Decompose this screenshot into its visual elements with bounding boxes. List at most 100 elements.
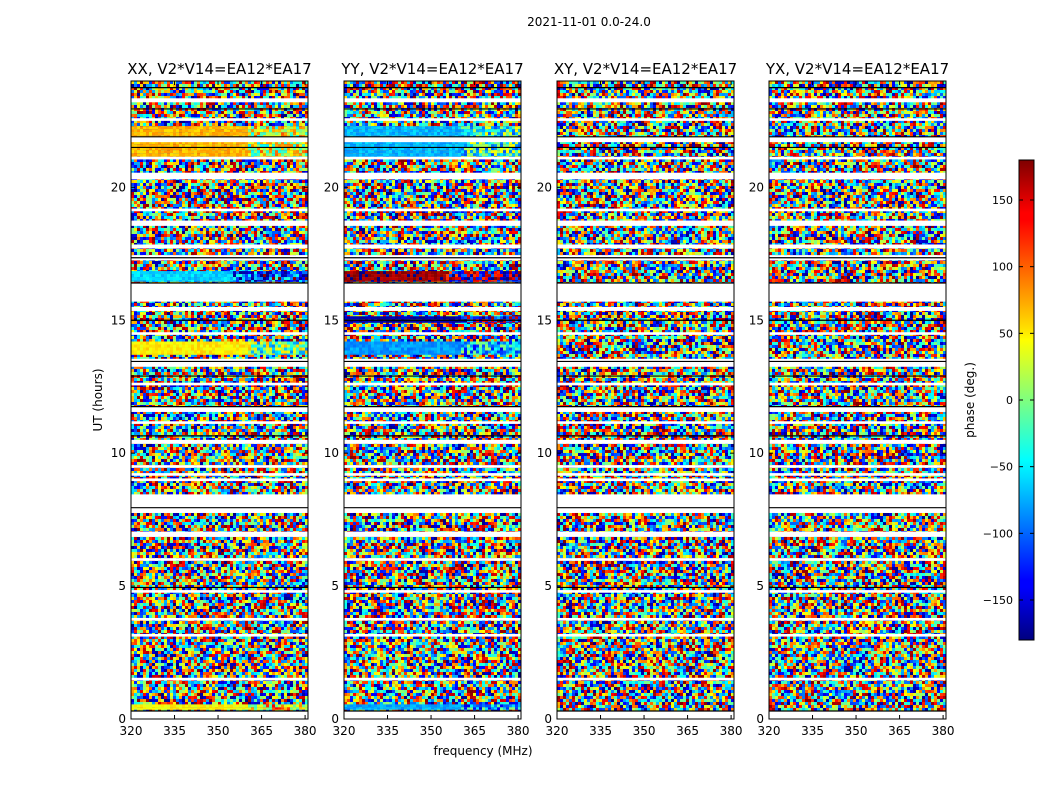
data-gap [557,283,734,302]
y-tick-label: 15 [537,313,552,327]
data-gap [131,465,308,468]
phase-heatmap-1 [344,81,521,719]
data-gap [769,208,946,212]
data-gap [557,358,734,367]
data-gap [131,439,308,444]
panel-frame [130,80,309,720]
data-gap [557,617,734,621]
data-gap [769,531,946,537]
data-gap [131,332,308,335]
y-tick-label: 5 [118,579,126,593]
data-gap [344,156,521,160]
data-gap [344,531,521,537]
data-gap [557,406,734,412]
data-gap [131,558,308,561]
data-gap [557,98,734,103]
phase-heatmap-3 [769,81,946,719]
x-tick-label: 335 [589,724,612,738]
data-gap [131,358,308,367]
data-gap [557,118,734,121]
data-gap [557,382,734,386]
x-tick-label: 380 [507,724,530,738]
data-gap [769,98,946,103]
data-gap [344,306,521,311]
x-tick-label: 335 [163,724,186,738]
y-axis-label: UT (hours) [91,368,105,431]
y-tick-label: 10 [749,446,764,460]
data-gap [131,711,308,719]
data-gap [557,478,734,482]
data-gap [557,332,734,335]
data-gap [769,382,946,386]
data-gap [344,473,521,476]
panel-title: XX, V2*V14=EA12*EA17 [127,60,311,78]
data-gap [344,208,521,212]
panel-0: XX, V2*V14=EA12*EA17 320 335 350 365 380 0 5 10 1… [111,60,317,738]
data-gap [769,156,946,160]
panel-frame [768,80,947,720]
data-gap [769,172,946,180]
data-gap [769,421,946,424]
colorbar-tick-label: 100 [992,261,1013,274]
panel-frame [343,80,522,720]
data-gap [557,711,734,719]
data-gap [769,711,946,719]
panel-title: XY, V2*V14=EA12*EA17 [554,60,737,78]
data-gap [131,633,308,637]
data-gap [769,406,946,412]
x-tick-label: 335 [376,724,399,738]
data-gap [131,136,308,143]
figure-suptitle: 2021-11-01 0.0-24.0 [527,15,651,29]
colorbar-tick-label: −150 [983,594,1013,607]
data-gap [557,439,734,444]
panels-layer: XX, V2*V14=EA12*EA17 320 335 350 365 380 0 5 10 1… [111,60,955,738]
data-gap [557,156,734,160]
y-tick-label: 10 [537,446,552,460]
data-gap [344,494,521,513]
panel-frame [556,80,735,720]
y-tick-label: 0 [331,712,339,726]
data-gap [557,465,734,468]
x-tick-label: 350 [845,724,868,738]
data-gap [769,358,946,367]
x-tick-label: 320 [333,724,356,738]
data-gap [557,677,734,681]
x-tick-label: 320 [120,724,143,738]
x-tick-label: 365 [250,724,273,738]
data-gap [131,677,308,681]
data-gap [131,531,308,537]
y-tick-label: 10 [111,446,126,460]
data-gap [557,208,734,212]
data-gap [131,283,308,302]
x-tick-label: 350 [633,724,656,738]
data-gap [131,478,308,482]
y-tick-label: 0 [118,712,126,726]
x-tick-label: 380 [932,724,955,738]
data-gap [557,590,734,593]
panel-title: YY, V2*V14=EA12*EA17 [340,60,523,78]
y-tick-label: 20 [537,180,552,194]
y-tick-label: 0 [756,712,764,726]
data-gap [769,478,946,482]
data-gap [344,283,521,302]
y-tick-label: 0 [544,712,552,726]
data-gap [131,590,308,593]
data-gap [557,244,734,249]
data-gap [557,421,734,424]
data-gap [131,382,308,386]
phase-heatmap-0 [131,81,308,719]
data-gap [769,633,946,637]
colorbar-tick-label: 50 [999,327,1013,340]
x-tick-label: 350 [420,724,443,738]
data-gap [344,382,521,386]
y-tick-label: 20 [111,180,126,194]
panel-title: YX, V2*V14=EA12*EA17 [765,60,949,78]
x-tick-label: 350 [207,724,230,738]
data-gap [131,473,308,476]
data-gap [344,244,521,249]
data-gap [344,136,521,143]
data-gap [131,172,308,180]
data-gap [769,306,946,311]
colorbar-label: phase (deg.) [963,362,977,438]
data-gap [344,558,521,561]
